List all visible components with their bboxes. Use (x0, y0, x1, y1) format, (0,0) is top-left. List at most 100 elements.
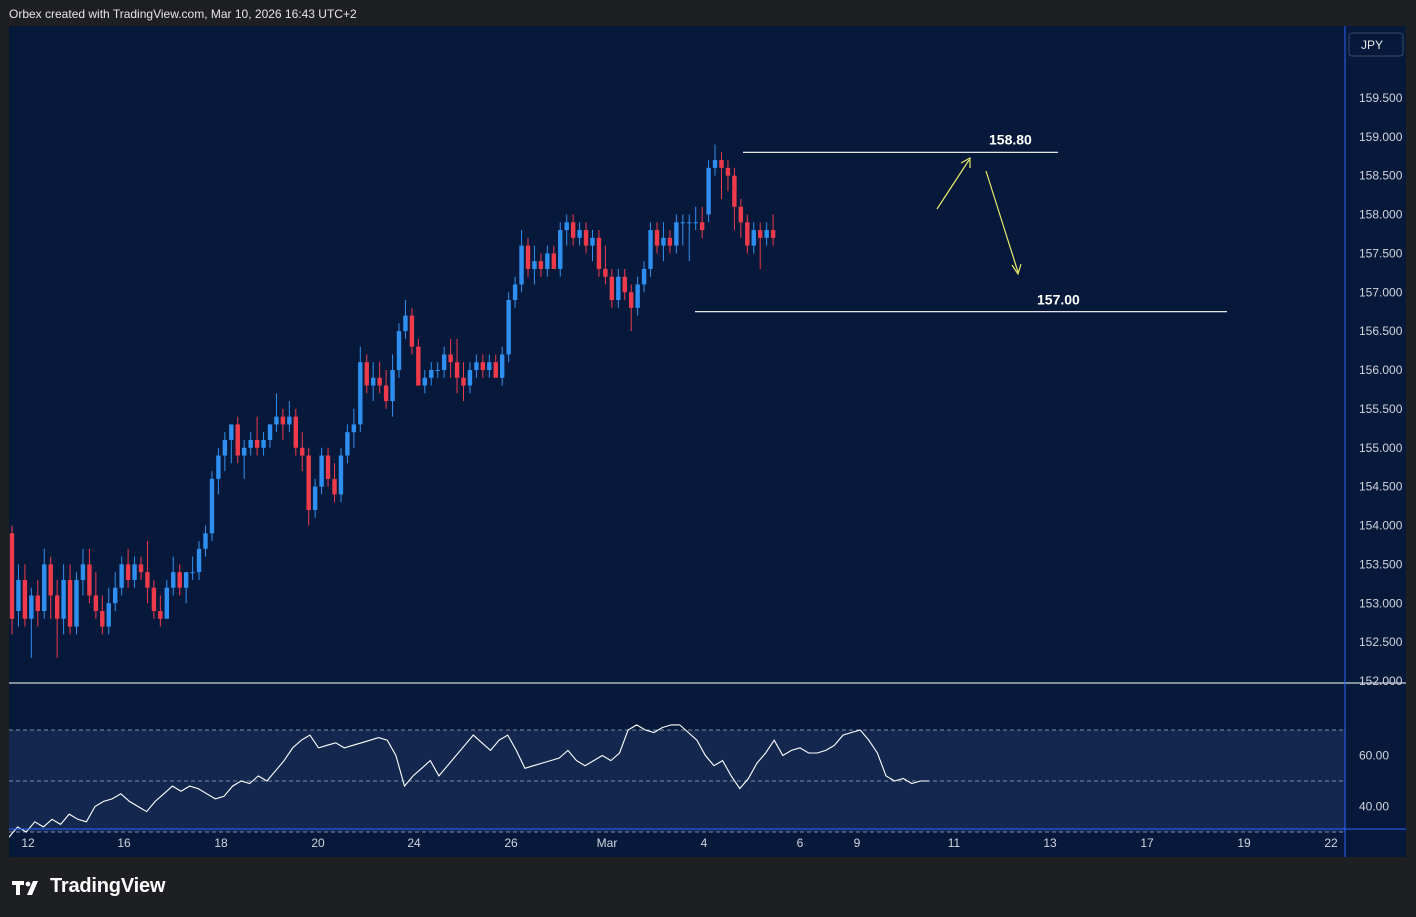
candle[interactable] (635, 276, 640, 316)
candle[interactable] (551, 245, 556, 269)
candle[interactable] (558, 222, 563, 277)
candle[interactable] (641, 261, 647, 293)
candle[interactable] (80, 548, 86, 596)
candle[interactable] (119, 556, 124, 596)
candle[interactable] (396, 323, 402, 378)
candle[interactable] (183, 572, 189, 604)
price-pane[interactable] (9, 144, 1406, 684)
candle[interactable] (67, 564, 73, 635)
candle[interactable] (603, 245, 608, 285)
rsi-pane[interactable] (9, 724, 1345, 838)
candle[interactable] (254, 416, 260, 456)
candle[interactable] (177, 564, 182, 596)
candle[interactable] (519, 230, 524, 293)
candle[interactable] (242, 439, 247, 479)
candle[interactable] (532, 245, 537, 285)
candle[interactable] (738, 198, 744, 238)
candle[interactable] (87, 548, 92, 604)
candle[interactable] (487, 354, 492, 378)
candle[interactable] (145, 541, 150, 604)
candle[interactable] (583, 222, 589, 254)
candle[interactable] (648, 222, 653, 277)
candle[interactable] (325, 447, 331, 487)
candle[interactable] (680, 214, 685, 246)
candle[interactable] (500, 346, 505, 386)
candle[interactable] (42, 548, 47, 619)
candle[interactable] (661, 222, 666, 262)
candle[interactable] (371, 362, 376, 402)
candle[interactable] (35, 579, 40, 627)
candle[interactable] (699, 206, 705, 238)
candle[interactable] (545, 245, 550, 277)
candle[interactable] (461, 362, 466, 402)
candle[interactable] (222, 432, 228, 472)
candle[interactable] (235, 416, 240, 464)
currency-badge[interactable] (1348, 32, 1404, 57)
candle[interactable] (332, 463, 337, 503)
candle[interactable] (506, 292, 511, 363)
candle[interactable] (319, 447, 324, 495)
candle[interactable] (674, 214, 679, 254)
candle[interactable] (467, 362, 473, 394)
candle[interactable] (441, 346, 447, 378)
candle[interactable] (448, 338, 453, 378)
candle[interactable] (358, 346, 363, 433)
candle[interactable] (312, 478, 318, 518)
candle[interactable] (390, 354, 395, 417)
candle[interactable] (274, 393, 279, 433)
candle[interactable] (287, 401, 292, 433)
candle[interactable] (113, 572, 118, 612)
candle[interactable] (751, 222, 756, 254)
candle[interactable] (687, 214, 692, 262)
candle[interactable] (306, 447, 311, 526)
candle[interactable] (622, 268, 627, 301)
candle[interactable] (300, 432, 305, 472)
candle[interactable] (525, 237, 531, 277)
candle[interactable] (712, 144, 718, 176)
candle[interactable] (138, 556, 144, 580)
candle[interactable] (564, 214, 569, 246)
candle[interactable] (577, 222, 582, 246)
candle[interactable] (474, 354, 479, 378)
candle[interactable] (764, 222, 769, 246)
candle[interactable] (209, 471, 215, 542)
price-axis[interactable]: JPY 159.500 159.000 158.500 158.000 157.500 15… (1344, 26, 1404, 857)
candle[interactable] (203, 525, 208, 557)
candle[interactable] (570, 214, 576, 246)
candle[interactable] (106, 587, 111, 635)
candle[interactable] (480, 354, 486, 378)
candle[interactable] (364, 354, 369, 394)
candle[interactable] (596, 230, 602, 277)
candle[interactable] (61, 564, 66, 635)
candle[interactable] (345, 424, 350, 464)
candle[interactable] (706, 160, 711, 223)
candle[interactable] (403, 300, 408, 339)
candle[interactable] (171, 556, 176, 596)
candle[interactable] (616, 268, 621, 308)
candle[interactable] (132, 556, 137, 588)
candle[interactable] (280, 408, 286, 440)
candle[interactable] (351, 408, 357, 448)
candle[interactable] (54, 579, 60, 658)
candle[interactable] (22, 564, 28, 627)
candle[interactable] (416, 338, 421, 386)
candle[interactable] (512, 276, 518, 308)
candle[interactable] (758, 222, 763, 269)
candle[interactable] (229, 424, 234, 464)
candle[interactable] (435, 362, 440, 378)
candle[interactable] (196, 541, 202, 580)
candle[interactable] (429, 362, 434, 386)
candle[interactable] (16, 564, 21, 627)
candle[interactable] (590, 230, 595, 262)
candle[interactable] (267, 424, 273, 448)
candle[interactable] (151, 579, 157, 619)
candle[interactable] (93, 572, 99, 619)
candle[interactable] (409, 307, 415, 355)
candle[interactable] (629, 284, 634, 332)
chart-frame[interactable]: 12 16 18 20 24 26 Mar 4 6 9 11 13 17 19 22 JPY 159.500 1… (9, 26, 1406, 857)
candle[interactable] (770, 214, 776, 246)
candle[interactable] (164, 579, 169, 619)
candle[interactable] (725, 160, 731, 192)
candle[interactable] (538, 253, 544, 277)
candle[interactable] (338, 447, 344, 503)
